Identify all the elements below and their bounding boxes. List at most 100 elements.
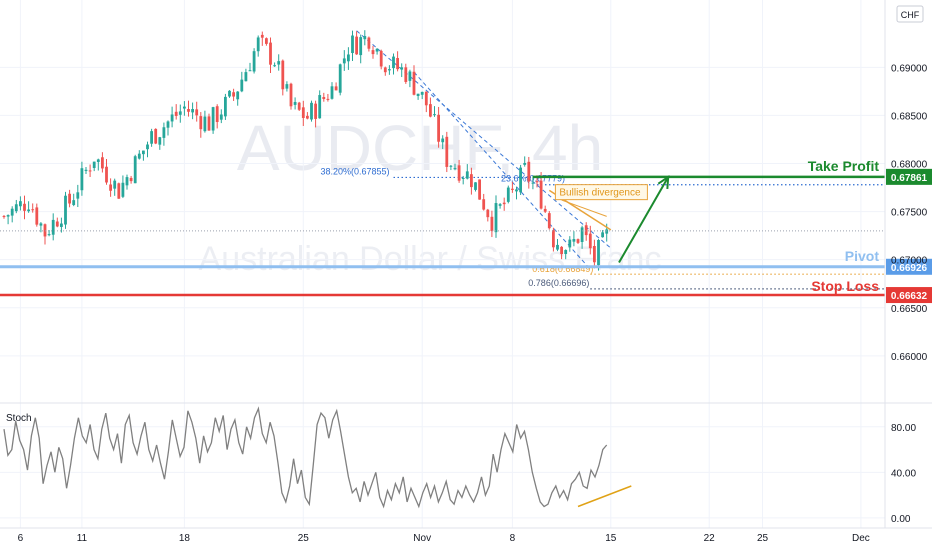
candle[interactable] bbox=[10, 208, 14, 216]
candle[interactable] bbox=[310, 102, 313, 120]
candle[interactable] bbox=[183, 106, 186, 109]
candle[interactable] bbox=[576, 239, 580, 243]
candle[interactable] bbox=[248, 70, 252, 72]
candle[interactable] bbox=[383, 67, 387, 73]
price-tag-stop-loss[interactable] bbox=[886, 287, 932, 304]
candle[interactable] bbox=[531, 182, 535, 184]
candle[interactable] bbox=[523, 162, 527, 165]
candle[interactable] bbox=[322, 97, 326, 100]
candle[interactable] bbox=[539, 180, 543, 209]
candle[interactable] bbox=[146, 144, 149, 150]
candle[interactable] bbox=[449, 165, 453, 167]
candle[interactable] bbox=[215, 106, 219, 123]
candle[interactable] bbox=[31, 209, 35, 211]
candle[interactable] bbox=[207, 116, 211, 131]
candle[interactable] bbox=[556, 244, 559, 250]
candle[interactable] bbox=[342, 58, 346, 64]
candle[interactable] bbox=[137, 153, 141, 159]
candle[interactable] bbox=[285, 84, 289, 89]
candle[interactable] bbox=[88, 170, 92, 172]
candle[interactable] bbox=[64, 195, 67, 225]
candle[interactable] bbox=[457, 165, 461, 181]
stochastic-pane[interactable] bbox=[3, 406, 632, 509]
candle[interactable] bbox=[199, 116, 203, 130]
candle[interactable] bbox=[113, 180, 117, 189]
candle[interactable] bbox=[367, 37, 371, 49]
candle[interactable] bbox=[260, 34, 264, 38]
candle[interactable] bbox=[334, 86, 338, 91]
candle[interactable] bbox=[453, 168, 457, 170]
candle[interactable] bbox=[605, 229, 609, 234]
candle[interactable] bbox=[359, 37, 363, 56]
candle[interactable] bbox=[388, 69, 391, 71]
candle[interactable] bbox=[515, 189, 518, 192]
candle[interactable] bbox=[101, 157, 104, 169]
candle[interactable] bbox=[211, 107, 215, 131]
candle[interactable] bbox=[232, 92, 235, 97]
candle[interactable] bbox=[474, 182, 477, 190]
candle[interactable] bbox=[511, 188, 514, 190]
candle[interactable] bbox=[465, 171, 469, 179]
candle[interactable] bbox=[392, 56, 395, 69]
candle[interactable] bbox=[92, 161, 96, 168]
candle[interactable] bbox=[498, 204, 502, 206]
candle[interactable] bbox=[191, 109, 194, 113]
candle[interactable] bbox=[55, 221, 59, 227]
candle[interactable] bbox=[543, 208, 547, 212]
candle[interactable] bbox=[72, 200, 76, 206]
candle[interactable] bbox=[121, 182, 125, 197]
candle[interactable] bbox=[273, 65, 276, 67]
candle[interactable] bbox=[445, 136, 449, 167]
price-axis[interactable]: 0.69000 0.68500 0.68000 0.67500 0.67000 0.665… bbox=[891, 63, 928, 363]
candle[interactable] bbox=[437, 114, 440, 142]
time-axis[interactable]: 6 11 18 25 Nov 8 15 22 25 Dec bbox=[18, 533, 870, 544]
stochastic-axis[interactable]: 80.00 40.00 0.00 bbox=[891, 423, 916, 525]
candle[interactable] bbox=[593, 246, 596, 263]
candle[interactable] bbox=[441, 138, 445, 143]
candle[interactable] bbox=[269, 42, 272, 65]
candle[interactable] bbox=[166, 121, 170, 128]
candle[interactable] bbox=[482, 199, 486, 210]
candle[interactable] bbox=[355, 36, 358, 55]
candle[interactable] bbox=[572, 239, 576, 242]
candle[interactable] bbox=[547, 213, 551, 229]
candle[interactable] bbox=[162, 127, 166, 138]
candle[interactable] bbox=[396, 58, 399, 70]
currency-badge[interactable] bbox=[896, 5, 924, 23]
candle[interactable] bbox=[158, 137, 162, 145]
candle[interactable] bbox=[84, 169, 88, 171]
candle[interactable] bbox=[96, 159, 100, 162]
candle[interactable] bbox=[433, 114, 436, 116]
candle[interactable] bbox=[27, 209, 30, 212]
candle[interactable] bbox=[129, 177, 133, 182]
candle[interactable] bbox=[424, 91, 428, 106]
candle[interactable] bbox=[470, 174, 473, 188]
candle[interactable] bbox=[580, 227, 584, 242]
candle[interactable] bbox=[236, 91, 240, 100]
candle[interactable] bbox=[400, 67, 404, 70]
candle[interactable] bbox=[178, 111, 182, 115]
candle[interactable] bbox=[195, 109, 199, 116]
candle[interactable] bbox=[297, 102, 301, 110]
candle[interactable] bbox=[47, 234, 51, 236]
candle[interactable] bbox=[338, 64, 342, 93]
candle[interactable] bbox=[244, 72, 248, 82]
candle[interactable] bbox=[6, 215, 10, 217]
candle[interactable] bbox=[461, 177, 465, 179]
candle[interactable] bbox=[170, 114, 174, 122]
candle[interactable] bbox=[375, 48, 379, 52]
candle[interactable] bbox=[125, 177, 129, 186]
candle[interactable] bbox=[412, 71, 416, 95]
candle[interactable] bbox=[490, 216, 494, 232]
candle[interactable] bbox=[318, 95, 322, 119]
candle[interactable] bbox=[51, 219, 55, 235]
candle[interactable] bbox=[23, 203, 26, 211]
candle[interactable] bbox=[552, 230, 555, 248]
candle[interactable] bbox=[363, 36, 367, 40]
candle[interactable] bbox=[601, 232, 604, 238]
candle[interactable] bbox=[379, 50, 383, 67]
candle[interactable] bbox=[142, 150, 145, 155]
candle[interactable] bbox=[203, 116, 207, 132]
